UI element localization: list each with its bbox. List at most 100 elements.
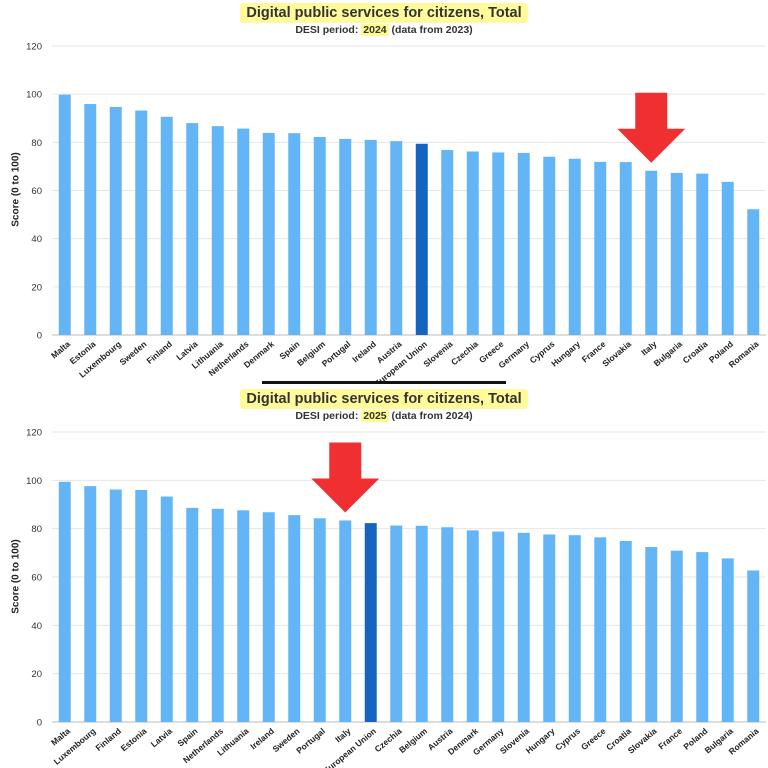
bar-italy [645, 170, 658, 335]
chart-panel-2024: Digital public services for citizens, To… [0, 3, 768, 384]
y-tick-label: 60 [31, 573, 42, 584]
bar-romania [747, 209, 760, 335]
bar-estonia [135, 490, 148, 722]
x-tick-label: Ireland [350, 339, 378, 365]
bar-latvia [160, 496, 173, 722]
chart-subtitle: DESI period: 2025 (data from 2024) [0, 410, 768, 422]
chart-title: Digital public services for citizens, To… [240, 389, 528, 409]
bar-france [594, 161, 607, 335]
x-tick-label: Estonia [119, 726, 149, 754]
y-tick-label: 40 [31, 234, 42, 245]
chart-panel-2025: Digital public services for citizens, To… [0, 385, 768, 768]
subtitle-prefix: DESI period: [295, 24, 362, 36]
bar-austria [441, 527, 454, 722]
bar-cyprus [568, 535, 581, 722]
x-tick-label: Hungary [524, 726, 557, 756]
x-tick-label: France [656, 726, 684, 752]
bar-greece [492, 152, 505, 335]
x-tick-label: Croatia [681, 339, 710, 366]
bar-belgium [415, 525, 428, 722]
bar-austria [390, 141, 403, 335]
x-tick-label: Italy [333, 726, 353, 745]
bar-cyprus [543, 156, 556, 335]
chart-header: Digital public services for citizens, To… [0, 3, 768, 36]
x-tick-label: Sweden [117, 339, 148, 367]
bar-ireland [262, 512, 275, 722]
y-tick-label: 0 [37, 331, 42, 342]
x-tick-label: Finland [93, 726, 123, 753]
subtitle-suffix: (data from 2024) [388, 410, 473, 422]
red-arrow-annotation [311, 442, 380, 513]
bar-chart-2025: 020406080100120MaltaLuxembourgFinlandEst… [26, 428, 766, 768]
x-tick-label: Czechia [449, 339, 480, 367]
bar-lithuania [211, 126, 224, 335]
bar-finland [160, 116, 173, 336]
y-tick-label: 120 [26, 42, 42, 53]
x-tick-label: Portugal [320, 339, 353, 369]
bar-netherlands [237, 128, 250, 335]
x-tick-label: Bulgaria [652, 339, 685, 369]
red-arrow-annotation [617, 92, 686, 163]
bar-latvia [186, 123, 199, 335]
bar-germany [517, 152, 530, 335]
desi-period: 2024 [361, 24, 389, 36]
x-tick-label: Cyprus [553, 726, 582, 753]
bar-malta [58, 481, 71, 722]
bar-lithuania [237, 510, 250, 722]
bar-slovakia [645, 547, 658, 722]
x-tick-label: Portugal [294, 726, 327, 756]
y-tick-label: 20 [31, 669, 42, 680]
bar-poland [696, 552, 709, 722]
x-tick-label: Slovakia [626, 726, 659, 756]
bar-poland [721, 181, 734, 335]
bar-portugal [313, 518, 326, 722]
bar-italy [339, 520, 352, 722]
bar-spain [186, 507, 199, 722]
bar-slovakia [619, 162, 632, 335]
desi-period: 2025 [361, 410, 389, 422]
x-tick-label: Greece [579, 726, 608, 752]
bar-finland [109, 489, 122, 722]
bar-slovenia [517, 532, 530, 722]
bar-belgium [313, 137, 326, 335]
bar-czechia [466, 151, 479, 335]
y-tick-label: 120 [26, 428, 42, 439]
bar-slovenia [441, 150, 454, 335]
bar-denmark [262, 132, 275, 335]
bar-hungary [568, 158, 581, 335]
x-tick-label: Belgium [397, 726, 429, 755]
subtitle-suffix: (data from 2023) [388, 24, 473, 36]
y-tick-label: 20 [31, 282, 42, 293]
x-tick-label: Hungary [549, 339, 582, 369]
x-tick-label: Finland [144, 339, 174, 366]
bar-bulgaria [670, 172, 683, 335]
bar-czechia [390, 525, 403, 722]
bar-luxembourg [109, 106, 122, 335]
bar-croatia [619, 540, 632, 722]
bar-romania [747, 570, 760, 722]
y-tick-label: 60 [31, 186, 42, 197]
y-tick-label: 80 [31, 138, 42, 149]
x-tick-label: Italy [639, 339, 659, 358]
panel-divider [262, 381, 506, 384]
bar-germany [492, 531, 505, 722]
subtitle-prefix: DESI period: [295, 410, 362, 422]
bar-luxembourg [84, 486, 97, 722]
y-tick-label: 80 [31, 524, 42, 535]
bar-spain [288, 133, 301, 335]
bar-european-union [415, 143, 428, 335]
bar-greece [594, 537, 607, 722]
chart-subtitle: DESI period: 2024 (data from 2023) [0, 24, 768, 36]
bar-european-union [364, 523, 377, 722]
x-tick-label: Slovakia [600, 339, 633, 369]
x-tick-label: Slovenia [421, 339, 454, 369]
bar-croatia [696, 173, 709, 335]
bar-hungary [543, 534, 556, 722]
y-tick-label: 40 [31, 621, 42, 632]
bar-netherlands [211, 508, 224, 722]
bar-ireland [364, 139, 377, 335]
bar-estonia [84, 104, 97, 335]
bar-chart-2024: 020406080100120MaltaEstoniaLuxembourgSwe… [26, 42, 766, 384]
bar-france [670, 550, 683, 722]
bar-malta [58, 94, 71, 335]
